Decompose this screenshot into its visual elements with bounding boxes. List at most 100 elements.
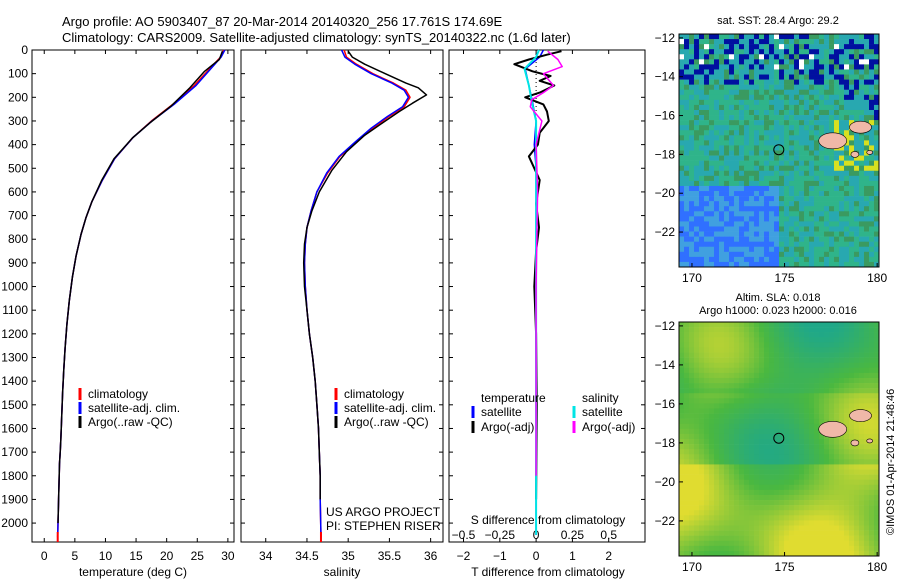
map-cell bbox=[744, 413, 750, 419]
map-cell bbox=[709, 352, 715, 358]
map-cell bbox=[704, 403, 710, 409]
map-cell bbox=[709, 347, 715, 353]
map-cell bbox=[699, 216, 705, 222]
map-cell bbox=[784, 201, 790, 207]
map-cell bbox=[689, 454, 695, 460]
map-cell bbox=[769, 454, 775, 460]
map-cell bbox=[834, 525, 840, 531]
map-cell bbox=[719, 510, 725, 516]
map-cell bbox=[874, 362, 880, 369]
map-cell bbox=[734, 337, 740, 343]
map-cell bbox=[744, 418, 750, 425]
map-cell bbox=[784, 251, 790, 258]
map-cell bbox=[719, 357, 725, 363]
map-cell bbox=[764, 74, 770, 80]
map-cell bbox=[829, 226, 835, 232]
map-cell bbox=[874, 388, 880, 394]
map-cell bbox=[874, 530, 880, 536]
map-cell bbox=[749, 322, 755, 328]
map-cell bbox=[779, 494, 785, 501]
map-cell bbox=[864, 84, 870, 91]
map-cell bbox=[869, 408, 875, 414]
map-cell bbox=[819, 337, 825, 343]
map-cell bbox=[799, 367, 805, 374]
map-cell bbox=[829, 525, 835, 531]
map-cell bbox=[734, 403, 740, 409]
map-cell bbox=[854, 201, 860, 207]
map-cell bbox=[794, 206, 800, 212]
map-cell bbox=[689, 99, 695, 106]
map-cell bbox=[779, 342, 785, 348]
map-cell bbox=[754, 545, 760, 552]
map-cell bbox=[744, 357, 750, 363]
map-cell bbox=[814, 469, 820, 475]
map-cell bbox=[764, 150, 770, 156]
map-cell bbox=[864, 433, 870, 440]
map-cell bbox=[769, 64, 775, 70]
map-cell bbox=[699, 135, 705, 141]
map-cell bbox=[844, 94, 850, 101]
map-cell bbox=[729, 525, 735, 531]
map-cell bbox=[684, 469, 690, 475]
map-cell bbox=[724, 362, 730, 369]
map-cell bbox=[769, 196, 775, 202]
map-cell bbox=[799, 347, 805, 353]
map-cell bbox=[784, 236, 790, 242]
map-cell bbox=[739, 342, 745, 348]
map-cell bbox=[739, 515, 745, 521]
map-cell bbox=[814, 322, 820, 328]
map-cell bbox=[719, 388, 725, 394]
map-cell bbox=[809, 120, 815, 126]
map-cell bbox=[814, 423, 820, 430]
map-cell bbox=[694, 423, 700, 430]
map-cell bbox=[789, 454, 795, 460]
map-cell bbox=[709, 49, 715, 55]
map-cell bbox=[709, 221, 715, 227]
map-cell bbox=[764, 99, 770, 106]
map-cell bbox=[699, 550, 705, 557]
map-cell bbox=[724, 530, 730, 536]
map-cell bbox=[704, 145, 710, 151]
map-cell bbox=[789, 383, 795, 389]
map-cell bbox=[714, 398, 720, 404]
map-cell bbox=[854, 211, 860, 217]
map-cell bbox=[834, 347, 840, 353]
y-tick-label: 2000 bbox=[1, 516, 28, 530]
map-cell bbox=[789, 155, 795, 161]
map-cell bbox=[789, 377, 795, 384]
map-cell bbox=[774, 357, 780, 363]
map-cell bbox=[839, 216, 845, 222]
map-cell bbox=[804, 109, 810, 116]
map-cell bbox=[684, 216, 690, 222]
map-cell bbox=[734, 196, 740, 202]
map-cell bbox=[794, 201, 800, 207]
map-cell bbox=[739, 256, 745, 263]
map-cell bbox=[774, 89, 780, 96]
map-cell bbox=[764, 367, 770, 374]
map-cell bbox=[779, 550, 785, 557]
map-cell bbox=[729, 69, 735, 75]
map-cell bbox=[869, 99, 875, 106]
map-cell bbox=[704, 201, 710, 207]
map-cell bbox=[799, 372, 805, 379]
y-tick-label: 1700 bbox=[1, 445, 28, 459]
map-cell bbox=[714, 444, 720, 450]
map-cell bbox=[704, 125, 710, 131]
map-cell bbox=[734, 357, 740, 363]
map-cell bbox=[764, 423, 770, 430]
map-cell bbox=[684, 54, 690, 60]
map-cell bbox=[779, 510, 785, 516]
map-cell bbox=[724, 140, 730, 146]
map-cell bbox=[709, 226, 715, 232]
map-cell bbox=[744, 54, 750, 60]
map-cell bbox=[744, 398, 750, 404]
map-cell bbox=[814, 216, 820, 222]
map-cell bbox=[684, 439, 690, 445]
map-cell bbox=[869, 322, 875, 328]
map-cell bbox=[699, 150, 705, 156]
map-cell bbox=[849, 332, 855, 338]
map-cell bbox=[684, 79, 690, 85]
map-cell bbox=[699, 413, 705, 419]
map-cell bbox=[719, 140, 725, 146]
sla-map-title-line2: Argo h1000: 0.023 h2000: 0.016 bbox=[699, 305, 857, 317]
